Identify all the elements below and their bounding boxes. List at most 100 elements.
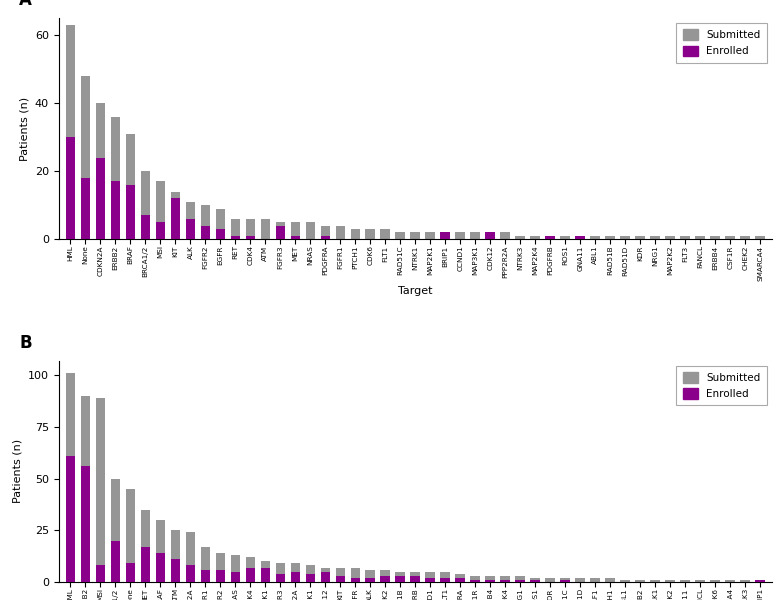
Bar (560, 580, 570, 582)
Bar (576, 236, 585, 239)
Text: B: B (20, 334, 32, 352)
Bar (186, 532, 195, 582)
Bar (695, 236, 705, 239)
Bar (560, 236, 570, 239)
Bar (246, 236, 255, 239)
Bar (441, 232, 450, 239)
Bar (215, 229, 225, 239)
Bar (80, 466, 90, 582)
Bar (66, 373, 76, 582)
Bar (725, 236, 735, 239)
Bar (96, 158, 105, 239)
Bar (485, 232, 495, 239)
Bar (215, 553, 225, 582)
X-axis label: Target: Target (398, 286, 433, 296)
Bar (711, 236, 720, 239)
Bar (605, 236, 615, 239)
Bar (321, 568, 330, 582)
Bar (485, 580, 495, 582)
Bar (425, 232, 435, 239)
Bar (126, 489, 136, 582)
Bar (275, 574, 285, 582)
Bar (96, 103, 105, 239)
Bar (410, 576, 420, 582)
Bar (590, 236, 600, 239)
Bar (395, 572, 406, 582)
Bar (636, 236, 645, 239)
Bar (680, 580, 690, 582)
Bar (620, 580, 630, 582)
Bar (261, 562, 271, 582)
Bar (171, 199, 180, 239)
Bar (290, 572, 300, 582)
Bar (366, 569, 375, 582)
Bar (290, 236, 300, 239)
Bar (711, 580, 720, 582)
Bar (155, 181, 165, 239)
Bar (516, 236, 525, 239)
Bar (140, 547, 151, 582)
Bar (576, 236, 585, 239)
Bar (111, 181, 120, 239)
Bar (246, 557, 255, 582)
Bar (680, 236, 690, 239)
Bar (140, 215, 151, 239)
Y-axis label: Patients (n): Patients (n) (12, 439, 22, 503)
Bar (306, 222, 315, 239)
Bar (395, 232, 406, 239)
Bar (381, 569, 390, 582)
Bar (126, 134, 136, 239)
Bar (155, 520, 165, 582)
Bar (140, 509, 151, 582)
Bar (441, 572, 450, 582)
Bar (231, 236, 240, 239)
Legend: Submitted, Enrolled: Submitted, Enrolled (676, 23, 767, 62)
Bar (470, 576, 480, 582)
Bar (740, 580, 750, 582)
Bar (545, 578, 555, 582)
Bar (651, 580, 660, 582)
Bar (246, 568, 255, 582)
Bar (200, 547, 211, 582)
Bar (126, 563, 136, 582)
Bar (530, 578, 541, 582)
Bar (246, 219, 255, 239)
Bar (155, 222, 165, 239)
Bar (200, 226, 211, 239)
Bar (516, 576, 525, 582)
Bar (755, 580, 765, 582)
Bar (306, 565, 315, 582)
Bar (275, 226, 285, 239)
Bar (456, 578, 465, 582)
Bar (410, 232, 420, 239)
Bar (261, 219, 271, 239)
Bar (470, 232, 480, 239)
Bar (395, 576, 406, 582)
Bar (171, 191, 180, 239)
Bar (321, 226, 330, 239)
Bar (576, 578, 585, 582)
Bar (66, 137, 76, 239)
Bar (470, 580, 480, 582)
Bar (456, 574, 465, 582)
Bar (620, 236, 630, 239)
Y-axis label: Patients (n): Patients (n) (19, 97, 29, 161)
Bar (755, 580, 765, 582)
Bar (321, 236, 330, 239)
Bar (605, 578, 615, 582)
Bar (275, 563, 285, 582)
Bar (80, 76, 90, 239)
Bar (485, 576, 495, 582)
Bar (111, 116, 120, 239)
Bar (215, 209, 225, 239)
Bar (695, 580, 705, 582)
Bar (545, 236, 555, 239)
Bar (410, 572, 420, 582)
Bar (231, 572, 240, 582)
Bar (441, 578, 450, 582)
Bar (740, 236, 750, 239)
Bar (335, 576, 346, 582)
Bar (261, 568, 271, 582)
Bar (321, 572, 330, 582)
Bar (215, 569, 225, 582)
